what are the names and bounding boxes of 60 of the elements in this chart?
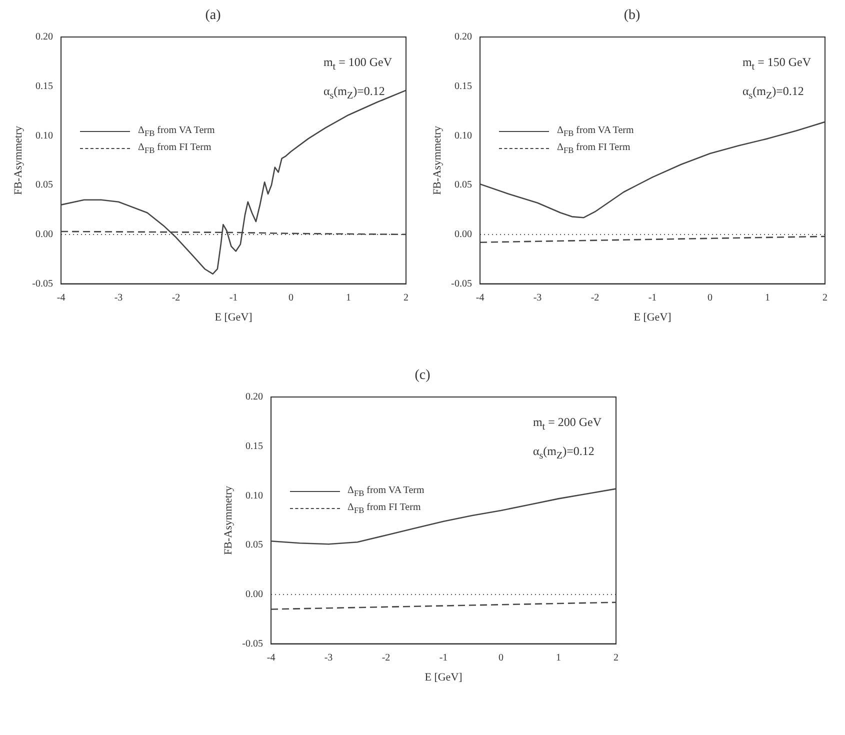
y-tick-label: 0.20 [245,392,263,403]
y-tick-label: 0.00 [36,229,54,240]
annotation: m$_{t}$ = 100 GeV [323,54,392,74]
x-tick-label: -2 [590,292,600,304]
annotation: α$_{s}$(m$_{Z}$)=0.12 [323,83,386,104]
annotation: m$_{t}$ = 200 GeV [532,414,602,434]
y-tick-label: 0.05 [245,540,263,551]
x-tick-label: -3 [324,652,332,664]
legend-label: Δ$_{FB}$ from VA Term [138,125,215,138]
y-axis-title: FB-Asymmetry [222,485,234,555]
x-tick-label: 1 [765,292,770,304]
y-tick-label: 0.05 [36,180,54,191]
y-tick-label: 0.15 [36,80,54,92]
annotation: m$_{t}$ = 150 GeV [742,54,811,74]
x-tick-label: 1 [556,652,561,664]
x-tick-label: -2 [172,292,180,304]
legend-label: Δ$_{FB}$ from FI Term [138,142,212,155]
y-axis-title: FB-Asymmetry [12,125,24,195]
chart-title: (a) [204,8,222,25]
annotation: α$_{s}$(m$_{Z}$)=0.12 [742,83,805,104]
y-tick-label: -0.05 [242,638,263,650]
annotation: α$_{s}$(m$_{Z}$)=0.12 [532,443,596,464]
y-tick-label: 0.10 [454,130,472,142]
y-tick-label: 0.00 [454,229,472,240]
x-axis-title: E [GeV] [214,311,252,324]
x-axis-title: E [GeV] [634,311,672,324]
x-tick-label: 2 [822,292,828,304]
y-tick-label: -0.05 [451,278,472,290]
y-tick-label: 0.10 [245,490,263,502]
x-tick-label: -3 [533,292,542,304]
legend-label: Δ$_{FB}$ from VA Term [348,485,424,498]
x-tick-label: -1 [438,652,448,664]
legend-label: Δ$_{FB}$ from FI Term [557,142,630,155]
x-tick-label: 2 [404,292,408,304]
x-axis-title: E [GeV] [424,671,462,684]
chart-title: (c) [414,368,432,385]
y-tick-label: 0.15 [245,440,263,452]
x-tick-label: -2 [381,652,390,664]
legend-label: Δ$_{FB}$ from VA Term [557,125,634,138]
y-tick-label: 0.20 [36,32,54,43]
x-tick-label: 0 [498,652,504,664]
x-tick-label: 0 [288,292,294,304]
x-tick-label: -1 [229,292,238,304]
y-tick-label: 0.15 [454,80,472,92]
x-tick-label: 1 [346,292,352,304]
x-tick-label: -4 [266,652,275,664]
legend-label: Δ$_{FB}$ from FI Term [348,502,421,515]
x-tick-label: 0 [708,292,713,304]
y-tick-label: 0.20 [454,32,472,43]
x-tick-label: -3 [114,292,123,304]
x-tick-label: -4 [56,292,66,304]
y-tick-label: -0.05 [32,278,54,290]
y-tick-label: 0.05 [454,180,472,191]
x-tick-label: -1 [648,292,657,304]
x-tick-label: 2 [613,652,618,664]
y-tick-label: 0.00 [245,589,263,600]
y-axis-title: FB-Asymmetry [431,125,444,195]
x-tick-label: -4 [476,292,484,304]
y-tick-label: 0.10 [36,130,54,142]
chart-title: (b) [622,8,642,25]
